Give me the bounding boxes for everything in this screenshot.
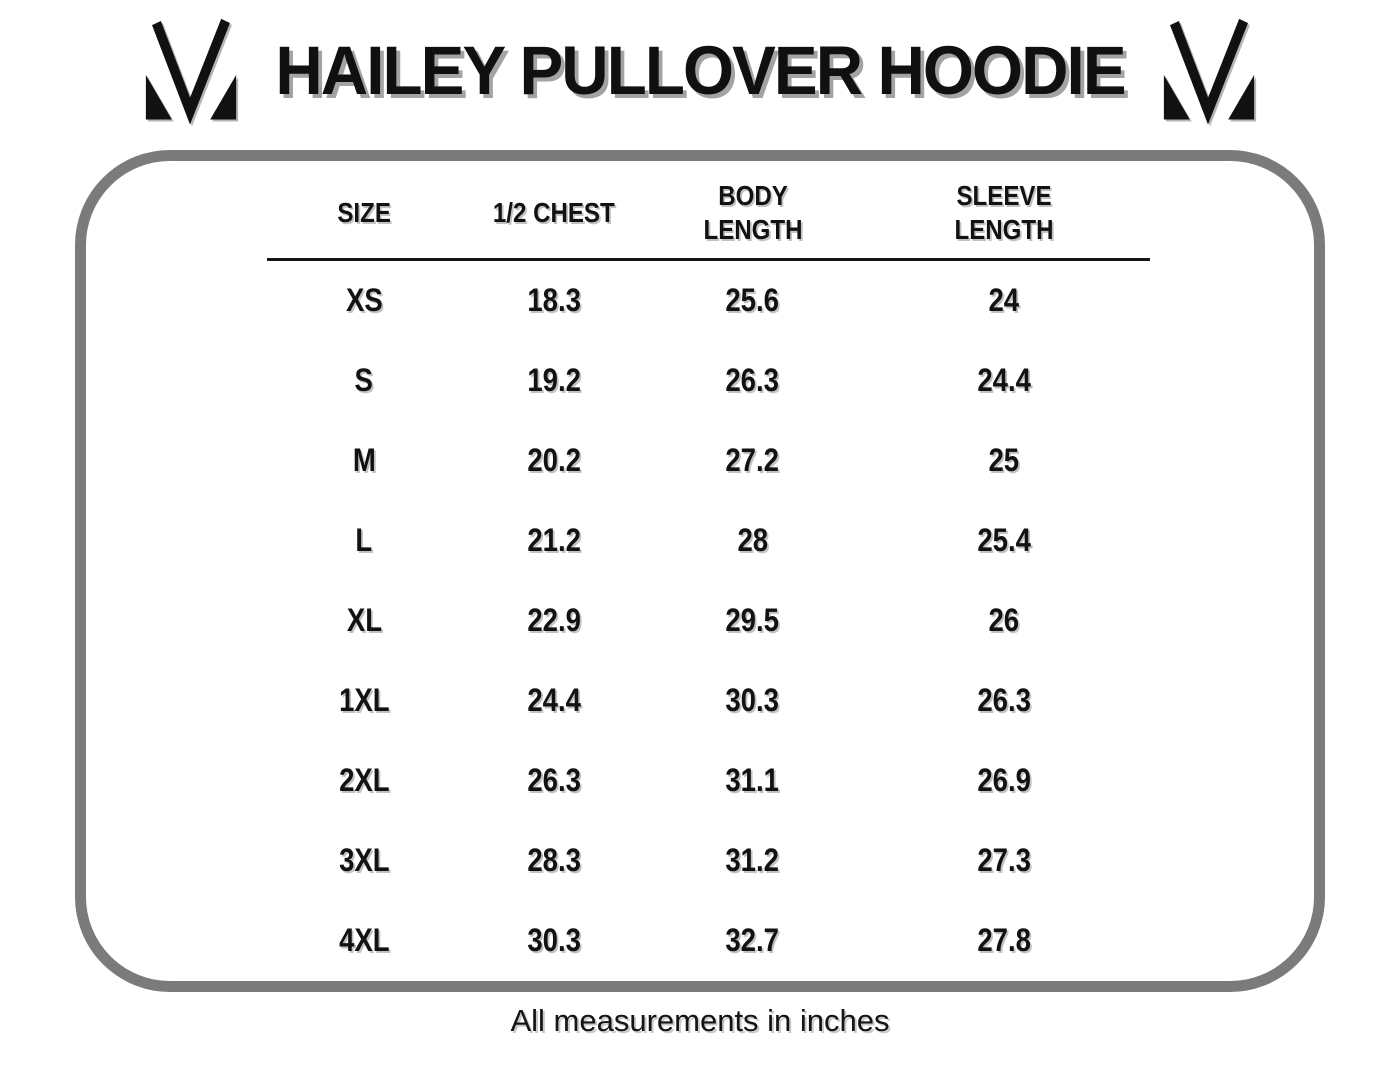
sleeve-length-cell: 26.9 <box>859 741 1150 821</box>
column-header-body-length: BODY LENGTH <box>646 168 859 261</box>
sleeve-length-value: 26.3 <box>977 682 1032 719</box>
half-chest-cell: 21.2 <box>461 501 646 581</box>
half-chest-cell: 26.3 <box>461 741 646 821</box>
size-cell: 2XL <box>267 741 461 821</box>
body-length-cell: 31.2 <box>647 821 859 901</box>
size-cell: L <box>267 501 461 581</box>
half-chest-value: 22.9 <box>527 602 581 639</box>
sleeve-length-value: 27.8 <box>977 922 1032 959</box>
half-chest-value: 20.2 <box>527 442 581 479</box>
body-length-value: 29.5 <box>725 602 780 639</box>
body-length-value: 31.2 <box>725 842 780 879</box>
table-row-l: L 21.2 28 25.4 <box>267 501 1150 581</box>
body-length-value: 28 <box>737 522 768 559</box>
body-length-cell: 27.2 <box>647 421 859 501</box>
half-chest-cell: 18.3 <box>461 260 646 342</box>
size-cell: S <box>267 341 461 421</box>
body-length-cell: 32.7 <box>647 901 859 981</box>
half-chest-cell: 22.9 <box>461 581 646 661</box>
body-length-value: 32.7 <box>725 922 780 959</box>
header: HAILEY PULLOVER HOODIE <box>0 18 1400 128</box>
half-chest-value: 28.3 <box>527 842 581 879</box>
header-row: SIZE 1/2 CHEST BODY LENGTH SLEEVE LENGTH <box>267 168 1150 261</box>
table-row-m: M 20.2 27.2 25 <box>267 421 1150 501</box>
table-row-s: S 19.2 26.3 24.4 <box>267 341 1150 421</box>
sleeve-length-value: 24.4 <box>977 362 1032 399</box>
sleeve-length-value: 27.3 <box>977 842 1032 879</box>
sleeve-length-cell: 27.3 <box>859 821 1150 901</box>
size-cell: 4XL <box>267 901 461 981</box>
body-length-value: 25.6 <box>725 282 780 319</box>
size-value: 2XL <box>338 762 390 799</box>
size-value: S <box>354 362 374 399</box>
sleeve-length-cell: 27.8 <box>859 901 1150 981</box>
table-header: SIZE 1/2 CHEST BODY LENGTH SLEEVE LENGTH <box>267 168 1150 261</box>
half-chest-value: 21.2 <box>527 522 581 559</box>
sleeve-length-value: 26.9 <box>977 762 1032 799</box>
size-value: 4XL <box>338 922 390 959</box>
table-row-xs: XS 18.3 25.6 24 <box>267 260 1150 342</box>
size-value: L <box>355 522 373 559</box>
table-row-1xl: 1XL 24.4 30.3 26.3 <box>267 661 1150 741</box>
sleeve-length-cell: 24.4 <box>859 341 1150 421</box>
body-length-cell: 31.1 <box>647 741 859 821</box>
half-chest-value: 18.3 <box>527 282 581 319</box>
size-cell: 3XL <box>267 821 461 901</box>
body-length-value: 27.2 <box>725 442 780 479</box>
half-chest-value: 26.3 <box>527 762 581 799</box>
size-value: 3XL <box>338 842 390 879</box>
size-value: XS <box>345 282 383 319</box>
sleeve-length-value: 24 <box>988 282 1020 319</box>
half-chest-cell: 24.4 <box>461 661 646 741</box>
column-header-sleeve-length-label: SLEEVE LENGTH <box>954 179 1054 245</box>
body-length-cell: 25.6 <box>647 260 859 342</box>
table-row-4xl: 4XL 30.3 32.7 27.8 <box>267 901 1150 981</box>
half-chest-cell: 19.2 <box>461 341 646 421</box>
size-chart-frame <box>75 150 1325 992</box>
sleeve-length-cell: 25 <box>859 421 1150 501</box>
half-chest-value: 24.4 <box>527 682 581 719</box>
column-header-size-label: SIZE <box>337 196 391 228</box>
size-cell: XL <box>267 581 461 661</box>
sleeve-length-value: 26 <box>988 602 1020 639</box>
half-chest-cell: 20.2 <box>461 421 646 501</box>
size-table: SIZE 1/2 CHEST BODY LENGTH SLEEVE LENGTH… <box>267 168 1150 981</box>
sleeve-length-cell: 24 <box>859 260 1150 342</box>
body-length-cell: 29.5 <box>647 581 859 661</box>
column-header-sleeve-length: SLEEVE LENGTH <box>858 168 1150 261</box>
sleeve-length-cell: 26 <box>859 581 1150 661</box>
body-length-value: 31.1 <box>725 762 780 799</box>
column-header-size: SIZE <box>267 168 462 261</box>
body-length-value: 30.3 <box>725 682 780 719</box>
column-header-body-length-label: BODY LENGTH <box>703 179 803 245</box>
column-header-half-chest: 1/2 CHEST <box>461 168 647 261</box>
sleeve-length-cell: 26.3 <box>859 661 1150 741</box>
size-value: XL <box>346 602 382 639</box>
column-header-half-chest-label: 1/2 CHEST <box>493 196 615 228</box>
body-length-cell: 28 <box>647 501 859 581</box>
size-cell: 1XL <box>267 661 461 741</box>
units-note: All measurements in inches <box>510 1003 890 1038</box>
body-length-cell: 30.3 <box>647 661 859 741</box>
sleeve-length-value: 25.4 <box>977 522 1032 559</box>
body-length-cell: 26.3 <box>647 341 859 421</box>
page-title: HAILEY PULLOVER HOODIE <box>275 31 1126 109</box>
size-cell: XS <box>267 260 461 342</box>
half-chest-cell: 30.3 <box>461 901 646 981</box>
half-chest-cell: 28.3 <box>461 821 646 901</box>
table-row-2xl: 2XL 26.3 31.1 26.9 <box>267 741 1150 821</box>
size-value: M <box>352 442 376 479</box>
table-row-3xl: 3XL 28.3 31.2 27.3 <box>267 821 1150 901</box>
m-monogram-icon <box>1161 18 1257 128</box>
table-body: XS 18.3 25.6 24 S 19.2 26.3 24.4 M 20.2 … <box>267 260 1150 982</box>
table-row-xl: XL 22.9 29.5 26 <box>267 581 1150 661</box>
size-value: 1XL <box>338 682 390 719</box>
body-length-value: 26.3 <box>725 362 780 399</box>
m-monogram-icon <box>143 18 239 128</box>
sleeve-length-value: 25 <box>988 442 1020 479</box>
half-chest-value: 30.3 <box>527 922 581 959</box>
size-cell: M <box>267 421 461 501</box>
sleeve-length-cell: 25.4 <box>859 501 1150 581</box>
half-chest-value: 19.2 <box>527 362 581 399</box>
